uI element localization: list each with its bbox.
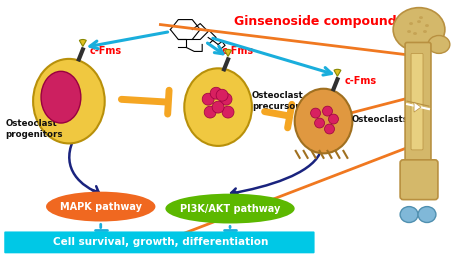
Ellipse shape	[315, 118, 325, 128]
Ellipse shape	[393, 8, 445, 52]
Ellipse shape	[295, 89, 352, 153]
Text: Ginsenoside compound K: Ginsenoside compound K	[234, 15, 410, 28]
Ellipse shape	[41, 71, 81, 123]
Wedge shape	[334, 69, 341, 76]
Text: c-Fms: c-Fms	[222, 46, 254, 56]
Ellipse shape	[328, 114, 338, 124]
Ellipse shape	[310, 108, 320, 118]
Text: Cell survival, growth, differentiation: Cell survival, growth, differentiation	[53, 238, 268, 247]
Ellipse shape	[220, 93, 232, 105]
Ellipse shape	[322, 106, 332, 116]
Text: Osteoclast
precursors: Osteoclast precursors	[252, 91, 305, 111]
Ellipse shape	[212, 101, 224, 113]
Polygon shape	[414, 102, 421, 112]
Text: Osteoclasts: Osteoclasts	[351, 114, 408, 124]
Ellipse shape	[46, 192, 155, 221]
Text: MAPK pathway: MAPK pathway	[60, 202, 142, 212]
Ellipse shape	[425, 24, 429, 27]
Ellipse shape	[33, 59, 105, 143]
Ellipse shape	[165, 194, 295, 224]
Ellipse shape	[216, 89, 228, 101]
Ellipse shape	[222, 106, 234, 118]
Ellipse shape	[417, 20, 421, 23]
Ellipse shape	[204, 106, 216, 118]
Ellipse shape	[184, 68, 252, 146]
Text: c-Fms: c-Fms	[90, 46, 122, 56]
FancyBboxPatch shape	[411, 53, 423, 150]
Text: Osteoclast
progenitors: Osteoclast progenitors	[5, 119, 63, 139]
Ellipse shape	[413, 32, 417, 35]
FancyBboxPatch shape	[405, 42, 431, 166]
FancyBboxPatch shape	[400, 160, 438, 200]
Ellipse shape	[409, 22, 413, 25]
Wedge shape	[225, 49, 231, 56]
Ellipse shape	[325, 124, 335, 134]
Ellipse shape	[202, 93, 214, 105]
Ellipse shape	[400, 207, 418, 222]
FancyBboxPatch shape	[4, 232, 315, 253]
Ellipse shape	[428, 35, 450, 53]
Wedge shape	[79, 39, 86, 46]
Ellipse shape	[423, 30, 427, 33]
Ellipse shape	[407, 30, 411, 33]
Ellipse shape	[210, 87, 222, 99]
Text: c-Fms: c-Fms	[345, 76, 376, 86]
Ellipse shape	[419, 16, 423, 19]
Text: PI3K/AKT pathway: PI3K/AKT pathway	[180, 204, 280, 214]
Ellipse shape	[418, 207, 436, 222]
